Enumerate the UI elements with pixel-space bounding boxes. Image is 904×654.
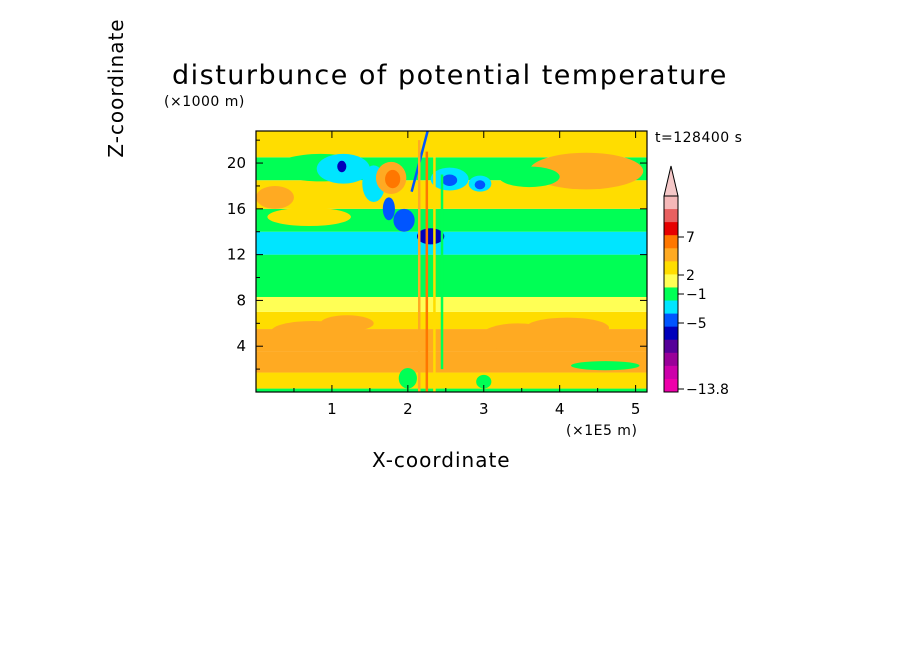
colorbar-swatch-0 xyxy=(664,196,678,210)
contour-patch-6 xyxy=(476,374,492,389)
contour-band-6 xyxy=(256,254,647,297)
contour-patch-15 xyxy=(416,228,445,245)
z-unit-label: (×1000 m) xyxy=(164,94,245,110)
x-axis-label: X-coordinate xyxy=(372,448,511,472)
x-tick-label: 1 xyxy=(327,400,337,418)
colorbar-label: −1 xyxy=(686,287,707,303)
colorbar-swatch-9 xyxy=(664,313,678,328)
contour-patch-4 xyxy=(571,361,640,371)
colorbar-swatch-4 xyxy=(664,248,678,262)
contour-patch-9 xyxy=(337,160,347,173)
y-tick-label: 12 xyxy=(227,246,246,264)
x-tick-label: 2 xyxy=(403,400,413,418)
contour-patch-3 xyxy=(525,317,610,339)
colorbar-swatch-1 xyxy=(664,209,678,223)
colorbar-extend-arrow xyxy=(663,165,679,197)
x-tick-label: 4 xyxy=(555,400,565,418)
contour-field xyxy=(256,131,647,392)
contour-band-7 xyxy=(256,231,647,255)
contour-band-5 xyxy=(256,296,647,312)
plot-frame xyxy=(255,130,648,393)
colorbar-swatch-8 xyxy=(664,300,678,315)
contour-band-1 xyxy=(256,372,647,389)
y-tick-label: 20 xyxy=(227,154,246,172)
colorbar-swatch-13 xyxy=(664,365,678,380)
colorbar-swatch-11 xyxy=(664,339,678,354)
colorbar-swatch-7 xyxy=(664,287,678,302)
x-tick-label: 5 xyxy=(631,400,641,418)
y-tick-label: 4 xyxy=(236,337,246,355)
colorbar-label: 2 xyxy=(686,268,695,284)
contour-band-2 xyxy=(256,351,647,373)
colorbar: 7 2 −1 −5 −13.8 xyxy=(663,165,729,398)
contour-patch-17 xyxy=(442,174,458,186)
contour-band-8 xyxy=(256,208,647,232)
colorbar-swatch-10 xyxy=(664,326,678,341)
contour-patch-22 xyxy=(256,185,294,209)
x-unit-label: (×1E5 m) xyxy=(566,423,638,439)
contour-patch-1 xyxy=(320,315,374,332)
contour-patch-21 xyxy=(498,166,560,188)
colorbar-swatch-5 xyxy=(664,261,678,275)
colorbar-label: −5 xyxy=(686,316,707,332)
contour-band-0 xyxy=(256,388,647,392)
contour-patch-23 xyxy=(267,207,351,227)
contour-patch-13 xyxy=(382,197,395,221)
x-tick-label: 3 xyxy=(479,400,489,418)
contour-patch-19 xyxy=(474,180,486,190)
colorbar-swatch-6 xyxy=(664,274,678,288)
colorbar-label: 7 xyxy=(686,230,695,246)
chart-title: disturbunce of potential temperature xyxy=(172,60,728,91)
contour-patch-14 xyxy=(393,208,415,232)
colorbar-swatch-2 xyxy=(664,222,678,236)
contour-patch-12 xyxy=(385,169,401,189)
y-axis-label: Z-coordinate xyxy=(104,18,128,158)
colorbar-label: −13.8 xyxy=(686,382,729,398)
colorbar-swatch-14 xyxy=(664,378,678,393)
colorbar-swatch-3 xyxy=(664,235,678,249)
colorbar-swatch-12 xyxy=(664,352,678,367)
contour-patch-5 xyxy=(398,367,417,389)
y-tick-label: 8 xyxy=(236,291,246,309)
y-tick-label: 16 xyxy=(227,200,246,218)
time-label: t=128400 s xyxy=(655,130,743,146)
